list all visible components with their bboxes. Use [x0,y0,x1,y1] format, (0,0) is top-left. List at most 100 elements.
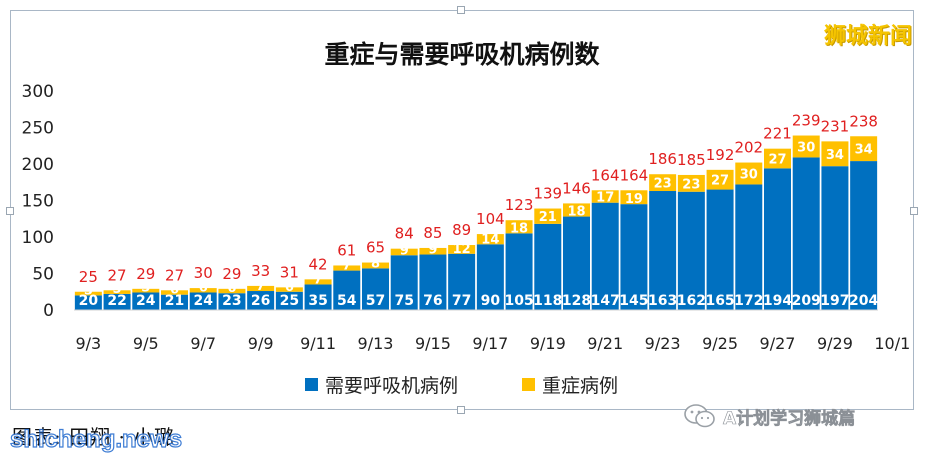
bar-ventilator [764,168,791,310]
data-label-total: 33 [251,262,270,280]
y-tick-label: 150 [22,192,54,212]
data-label-total: 84 [395,225,414,243]
data-label-ventilator: 163 [648,293,677,309]
data-label-icu: 9 [428,243,437,258]
resize-handle-left[interactable] [6,207,14,215]
resize-handle-bottom[interactable] [457,406,465,414]
bar-icu [706,169,734,190]
bars: 2052522527245292162724630236292673325631… [74,112,879,311]
bar-ventilator [161,294,188,310]
x-tick-label: 9/5 [133,334,159,353]
brand-watermark: 狮城新闻 [823,24,912,49]
data-label-icu: 34 [855,143,873,158]
data-label-total: 239 [792,112,821,130]
data-label-ventilator: 128 [562,293,591,309]
bar-ventilator [189,292,217,310]
data-label-icu: 19 [625,192,643,207]
data-label-total: 25 [79,268,98,286]
x-tick-label: 9/11 [300,334,336,353]
bar-icu [304,279,332,285]
y-tick-label: 200 [22,155,54,175]
bar-icu [735,162,763,185]
data-label-total: 186 [648,150,677,168]
data-label-ventilator: 24 [136,293,156,309]
bar-icu [189,288,217,293]
data-label-icu: 7 [342,259,351,274]
bar-icu [74,291,102,296]
bar-ventilator [132,292,160,310]
data-label-icu: 17 [596,191,614,206]
y-axis: 0 50 100 150 200 250 300 [22,82,54,321]
legend-label-icu: 重症病例 [542,375,618,397]
bar-ventilator [563,216,590,310]
data-label-total: 164 [620,166,649,184]
data-label-ventilator: 90 [481,293,501,309]
bar-icu [103,290,131,294]
bar-icu [563,203,590,217]
data-label-ventilator: 26 [251,293,270,309]
x-tick-label: 9/13 [358,334,394,353]
chart-credit: 图表: 田翔 · 小璐 [12,425,176,449]
data-label-ventilator: 77 [452,293,471,309]
data-label-icu: 27 [768,153,786,168]
x-tick-label: 9/15 [415,334,451,353]
legend-label-ventilator: 需要呼吸机病例 [325,375,458,397]
data-label-icu: 30 [740,167,758,182]
data-label-icu: 18 [567,205,585,220]
y-tick-label: 100 [22,228,54,248]
data-label-ventilator: 21 [165,293,184,309]
chart-frame [6,6,918,414]
bar-icu [476,234,504,245]
data-label-icu: 5 [141,280,150,295]
bar-ventilator [821,166,849,310]
bar-icu [649,174,677,192]
bar-icu [620,190,648,205]
data-label-ventilator: 23 [222,293,241,309]
data-label-icu: 14 [481,232,499,247]
data-label-ventilator: 24 [193,293,213,309]
bar-icu [390,248,418,256]
resize-handle-right[interactable] [910,207,918,215]
data-label-icu: 6 [285,280,294,295]
bar-icu [591,190,619,203]
data-label-ventilator: 118 [533,293,562,309]
data-label-icu: 6 [227,281,236,296]
data-label-total: 104 [476,210,505,228]
resize-handle-top[interactable] [457,6,465,14]
y-tick-label: 300 [22,82,54,102]
bar-icu [677,174,705,192]
data-label-total: 139 [533,185,562,203]
x-tick-label: 10/1 [874,334,910,353]
data-label-total: 29 [136,265,155,283]
bar-icu [362,262,389,269]
data-label-icu: 7 [256,279,265,294]
data-label-icu: 6 [170,283,179,298]
data-label-total: 185 [677,151,706,169]
bar-ventilator [419,254,447,310]
data-label-total: 192 [706,146,735,164]
data-label-ventilator: 197 [820,293,849,309]
x-axis: 9/3 9/5 9/7 9/9 9/11 9/13 9/15 9/17 9/19 9/21 9/23… [75,334,910,353]
bar-icu [333,265,361,271]
bar-ventilator [476,244,504,310]
bar-icu [419,247,447,255]
data-label-ventilator: 105 [504,293,533,309]
bar-icu [161,290,188,295]
data-label-ventilator: 204 [849,293,878,309]
bar-ventilator [103,293,131,310]
data-label-ventilator: 75 [394,293,413,309]
data-label-total: 89 [452,221,471,239]
data-label-ventilator: 145 [619,293,648,309]
bar-icu [821,141,849,167]
bar-ventilator [448,253,476,310]
data-label-icu: 23 [682,177,700,192]
bar-ventilator [649,191,677,310]
data-label-total: 42 [309,255,328,273]
chart-title: 重症与需要呼吸机病例数 [324,40,600,69]
bar-ventilator [591,202,619,310]
data-label-ventilator: 57 [366,293,385,309]
data-label-ventilator: 209 [792,293,821,309]
data-label-total: 231 [821,117,850,135]
bar-ventilator [333,270,361,310]
